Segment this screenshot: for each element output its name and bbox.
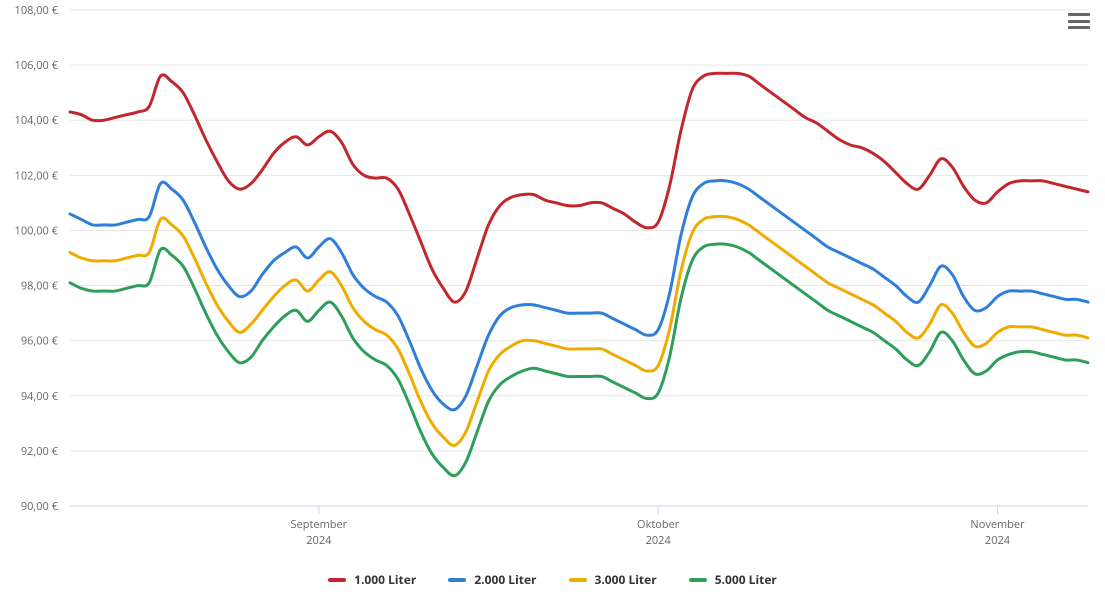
x-axis-label: September (291, 517, 348, 532)
legend-item-s1000[interactable]: 1.000 Liter (328, 571, 416, 588)
x-axis-label: Oktober (637, 517, 680, 532)
y-axis-label: 92,00 € (21, 444, 59, 459)
y-axis-label: 106,00 € (15, 58, 59, 73)
x-axis-label: November (970, 517, 1025, 532)
legend-swatch (569, 578, 587, 582)
legend-label: 1.000 Liter (354, 571, 416, 588)
y-axis-label: 108,00 € (15, 3, 59, 18)
y-axis-label: 96,00 € (21, 334, 59, 349)
legend-swatch (689, 578, 707, 582)
legend-item-s2000[interactable]: 2.000 Liter (448, 571, 536, 588)
x-axis-sublabel: 2024 (306, 533, 332, 548)
y-axis-label: 104,00 € (15, 113, 59, 128)
legend-swatch (328, 578, 346, 582)
chart-canvas: 90,00 € 92,00 € 94,00 € 96,00 € 98,00 € 100,0… (0, 0, 1105, 560)
legend-label: 2.000 Liter (474, 571, 536, 588)
chart-menu-button[interactable] (1067, 10, 1091, 32)
price-chart: 90,00 € 92,00 € 94,00 € 96,00 € 98,00 € 100,0… (0, 0, 1105, 602)
legend-item-s5000[interactable]: 5.000 Liter (689, 571, 777, 588)
y-axis-label: 102,00 € (15, 168, 59, 183)
series-s3000 (70, 216, 1088, 445)
y-axis-label: 90,00 € (21, 499, 59, 514)
y-axis-label: 100,00 € (15, 223, 59, 238)
chart-legend: 1.000 Liter 2.000 Liter 3.000 Liter 5.000 L… (0, 571, 1105, 588)
series-s1000 (70, 73, 1088, 302)
legend-item-s3000[interactable]: 3.000 Liter (569, 571, 657, 588)
legend-label: 5.000 Liter (715, 571, 777, 588)
y-axis-label: 98,00 € (21, 279, 59, 294)
legend-label: 3.000 Liter (595, 571, 657, 588)
legend-swatch (448, 578, 466, 582)
y-axis-label: 94,00 € (21, 389, 59, 404)
x-axis-sublabel: 2024 (985, 533, 1011, 548)
x-axis-sublabel: 2024 (646, 533, 672, 548)
